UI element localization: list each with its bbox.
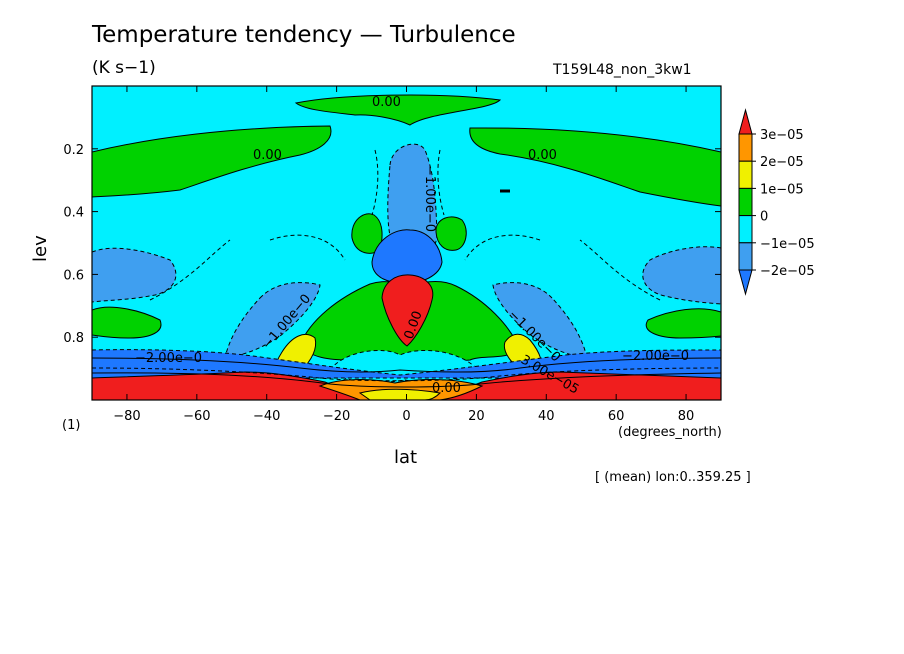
corner-label: (1) [62, 418, 81, 433]
region-left-subtropical-blue [224, 282, 321, 359]
contour-line [269, 234, 346, 261]
colorbar-label: −2e−05 [760, 264, 815, 279]
contour-label: 0.00 [372, 95, 401, 110]
contour-line [579, 239, 661, 301]
colorbar-label: 3e−05 [760, 128, 804, 143]
colorbar: −2e−05 −1e−05 0 1e−05 2e−05 3e−05 [738, 108, 815, 296]
colorbar-swatch [738, 133, 753, 162]
contour-label: 0.00 [432, 381, 461, 396]
run-id-label: T159L48_non_3kw1 [553, 62, 692, 78]
region-left-lower-green [92, 306, 162, 339]
region-mid-right-green-blob [435, 216, 467, 251]
region-upper-left-green [92, 125, 332, 198]
x-tick-label: −60 [183, 409, 210, 424]
colorbar-label: 2e−05 [760, 155, 804, 170]
contour-line [464, 234, 541, 261]
colorbar-label: −1e−05 [760, 237, 815, 252]
colorbar-label: 0 [760, 210, 768, 225]
contour-label: −2.00e−0 [135, 351, 202, 366]
region-right-lower-green [645, 308, 721, 339]
x-axis: −80 −60 −40 −20 0 20 40 60 80 [113, 86, 694, 424]
region-equatorial-heating [381, 274, 434, 347]
contour-label: 0.00 [528, 148, 557, 163]
colorbar-swatch [738, 187, 753, 217]
region-right-mid-blue [642, 246, 721, 305]
chart-title: Temperature tendency — Turbulence [92, 22, 516, 48]
contour-label: −2.00e−0 [622, 349, 689, 364]
region-left-mid-blue [92, 247, 177, 303]
contour-line [437, 149, 445, 216]
y-axis: 0.2 0.4 0.6 0.8 [63, 143, 721, 346]
x-tick-label: −20 [323, 409, 350, 424]
x-tick-label: 60 [608, 409, 625, 424]
region-polar-lower-blue [92, 349, 721, 379]
contour-line [92, 372, 721, 388]
region-upper-center-green [294, 94, 502, 126]
colorbar-swatch [738, 215, 753, 244]
y-tick-label: 0.6 [63, 268, 84, 283]
x-tick-label: 80 [678, 409, 695, 424]
x-tick-label: −40 [253, 409, 280, 424]
x-tick-label: 20 [468, 409, 485, 424]
y-tick-label: 0.8 [63, 331, 84, 346]
region-surface-yellow [358, 388, 442, 400]
contour-label: 0.00 [253, 148, 282, 163]
contour-line [371, 149, 379, 216]
region-upper-right-green [469, 127, 721, 207]
contour-line [149, 239, 231, 301]
x-tick-label: 40 [538, 409, 555, 424]
plot-area [92, 86, 721, 400]
contour-label: −1.00e−0 [422, 165, 437, 232]
y-tick-label: 0.2 [63, 143, 84, 158]
x-tick-label: −80 [113, 409, 140, 424]
x-units-label: (degrees_north) [618, 425, 722, 440]
colorbar-swatch [738, 160, 753, 189]
units-label: (K s−1) [92, 58, 156, 78]
colorbar-swatch [738, 108, 753, 135]
colorbar-label: 1e−05 [760, 182, 804, 197]
x-tick-label: 0 [402, 409, 410, 424]
x-axis-label: lat [394, 447, 418, 468]
colorbar-swatch [738, 269, 753, 296]
region-mid-left-green-blob [351, 213, 383, 254]
mean-info-label: [ (mean) lon:0..359.25 ] [595, 470, 751, 485]
contour-line [92, 357, 721, 373]
colorbar-swatch [738, 242, 753, 271]
region-right-subtropical-blue [492, 282, 588, 359]
y-tick-label: 0.4 [63, 206, 84, 221]
